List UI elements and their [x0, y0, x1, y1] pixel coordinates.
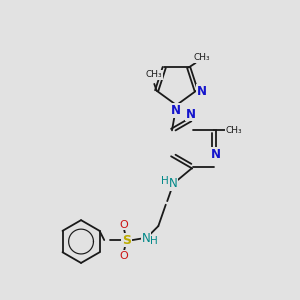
Text: CH₃: CH₃ — [194, 53, 210, 62]
Text: N: N — [186, 107, 196, 121]
Text: N: N — [196, 85, 207, 98]
Text: N: N — [171, 104, 181, 117]
Text: O: O — [120, 220, 128, 230]
Text: CH₃: CH₃ — [226, 126, 242, 135]
Text: O: O — [120, 250, 128, 260]
Text: H: H — [150, 236, 158, 246]
Text: S: S — [122, 234, 131, 247]
Text: H: H — [161, 176, 169, 186]
Text: N: N — [169, 177, 178, 190]
Text: CH₃: CH₃ — [146, 70, 162, 80]
Text: N: N — [211, 148, 221, 161]
Text: N: N — [142, 232, 150, 245]
